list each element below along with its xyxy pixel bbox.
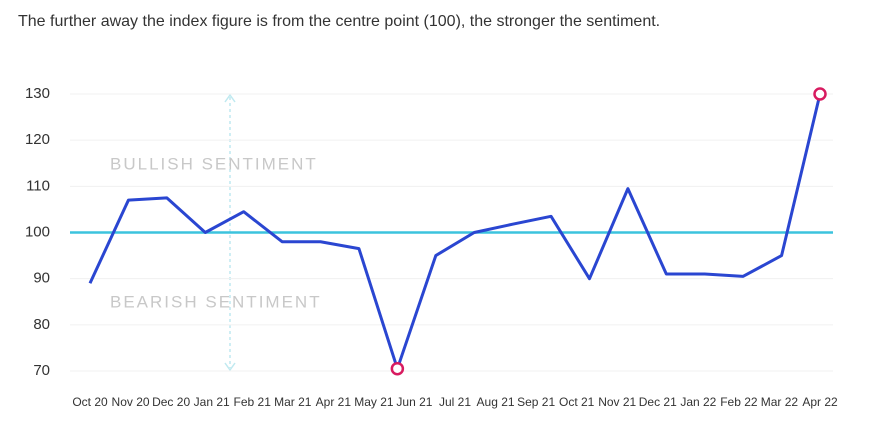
x-tick-label: Apr 21	[316, 395, 352, 409]
y-tick-label: 110	[26, 177, 50, 194]
y-tick-label: 70	[33, 362, 50, 379]
x-tick-label: Jul 21	[439, 395, 471, 409]
x-tick-label: Oct 20	[72, 395, 108, 409]
y-tick-label: 100	[25, 223, 50, 240]
bearish-label: BEARISH SENTIMENT	[110, 292, 322, 311]
x-tick-label: Jun 21	[396, 395, 432, 409]
chart-title: The further away the index figure is fro…	[18, 13, 660, 30]
x-tick-label: Feb 22	[720, 395, 758, 409]
x-tick-label: Jan 22	[680, 395, 716, 409]
extreme-marker	[390, 361, 405, 376]
y-tick-label: 120	[25, 131, 50, 148]
y-tick-label: 80	[33, 316, 50, 333]
y-tick-label: 90	[33, 270, 50, 287]
x-tick-label: Dec 21	[639, 395, 677, 409]
x-tick-label: Apr 22	[802, 395, 838, 409]
extreme-marker	[813, 87, 827, 101]
bullish-label: BULLISH SENTIMENT	[110, 154, 318, 173]
x-tick-label: May 21	[354, 395, 394, 409]
arrow-heads	[224, 93, 236, 372]
x-tick-label: Feb 21	[234, 395, 272, 409]
x-tick-label: Oct 21	[559, 395, 595, 409]
x-tick-label: Mar 21	[274, 395, 312, 409]
x-tick-label: Nov 20	[112, 395, 150, 409]
x-tick-label: Jan 21	[194, 395, 230, 409]
x-tick-label: Sep 21	[517, 395, 555, 409]
x-tick-label: Dec 20	[152, 395, 190, 409]
x-tick-label: Aug 21	[477, 395, 515, 409]
series-line	[88, 93, 822, 371]
x-tick-label: Mar 22	[761, 395, 799, 409]
y-tick-label: 130	[25, 85, 50, 102]
x-tick-label: Nov 21	[598, 395, 636, 409]
